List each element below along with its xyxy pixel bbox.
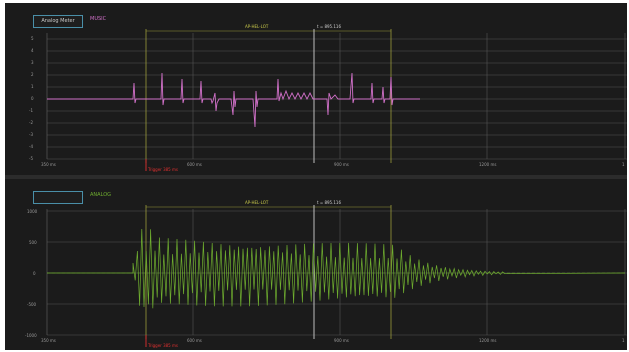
y-tick: -5 [29, 156, 33, 161]
y-axis: 5 4 3 2 1 0 -1 -2 -3 -4 -5 [29, 36, 34, 161]
x-axis: 350 ms 600 ms 900 ms 1200 ms 1 [41, 162, 625, 167]
trigger-label: Trigger 385 ms [147, 343, 178, 348]
top-plot: AP-HEL-LOT t = 895.116 Trigger 385 ms 5 … [29, 24, 627, 172]
top-waveform [47, 72, 420, 128]
cursor-label: AP-HEL-LOT [245, 24, 269, 29]
channel-select-button[interactable]: Analog Meter [33, 15, 83, 28]
x-tick: 1200 ms [479, 338, 496, 343]
y-tick: 5 [31, 36, 34, 41]
top-grid [46, 33, 627, 160]
x-axis: 350 ms 600 ms 900 ms 1200 ms 1 [41, 338, 625, 343]
x-tick: 1200 ms [479, 162, 496, 167]
x-tick: 350 ms [41, 162, 56, 167]
oscilloscope-app: AP-HEL-LOT t = 895.116 Trigger 385 ms 5 … [5, 3, 627, 350]
y-tick: -1 [29, 108, 33, 113]
y-tick: -4 [29, 144, 33, 149]
center-label: t = 895.116 [317, 200, 341, 205]
panel-divider[interactable] [5, 175, 627, 179]
y-tick: 1000 [27, 209, 38, 214]
bottom-waveform [47, 228, 626, 309]
channel-select-button[interactable] [33, 191, 83, 204]
y-tick: 0 [33, 271, 36, 276]
y-tick: -3 [29, 132, 33, 137]
x-tick: 1 [622, 162, 625, 167]
y-tick: 4 [31, 48, 34, 53]
bottom-plot: AP-HEL-LOT t = 895.116 Trigger 385 ms 10… [25, 200, 627, 348]
bottom-channel-panel: AP-HEL-LOT t = 895.116 Trigger 385 ms 10… [5, 179, 627, 350]
y-tick: -2 [29, 120, 33, 125]
center-label: t = 895.116 [317, 24, 341, 29]
x-tick: 600 ms [187, 338, 202, 343]
y-tick: 0 [31, 96, 34, 101]
x-tick: 350 ms [41, 338, 56, 343]
y-tick: 1 [31, 84, 34, 89]
trigger-label: Trigger 385 ms [147, 167, 178, 172]
x-tick: 900 ms [334, 162, 349, 167]
y-tick: 3 [31, 60, 34, 65]
x-tick: 900 ms [334, 338, 349, 343]
y-tick: 2 [31, 72, 34, 77]
y-tick: -500 [27, 302, 37, 307]
channel-name: ANALOG [90, 192, 111, 198]
y-tick: 500 [29, 240, 37, 245]
top-channel-panel: AP-HEL-LOT t = 895.116 Trigger 385 ms 5 … [5, 3, 627, 175]
x-tick: 1 [622, 338, 625, 343]
y-axis: 1000 500 0 -500 -1000 [25, 209, 38, 338]
channel-name: MUSIC [90, 16, 107, 22]
y-tick: -1000 [25, 333, 37, 338]
x-tick: 600 ms [187, 162, 202, 167]
cursor-label: AP-HEL-LOT [245, 200, 269, 205]
